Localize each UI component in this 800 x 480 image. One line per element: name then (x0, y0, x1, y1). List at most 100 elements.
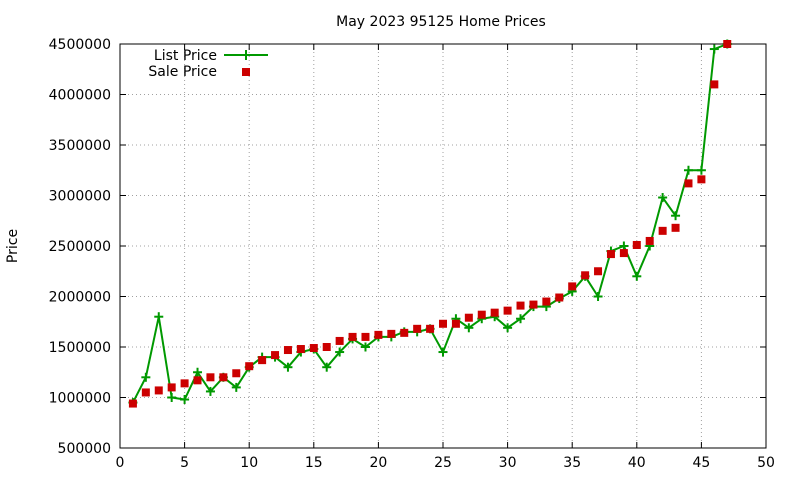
sale-price-point (154, 386, 163, 395)
sale-price-point (167, 383, 176, 392)
x-tick-label: 25 (434, 455, 452, 471)
sale-price-point (632, 240, 641, 249)
y-tick-label: 2500000 (49, 239, 111, 255)
list-price-point (516, 314, 526, 324)
list-price-point (632, 271, 642, 281)
y-axis-label: Price (5, 229, 21, 263)
legend-label-list-price: List Price (154, 48, 217, 64)
list-price-point (503, 323, 513, 333)
x-tick-label: 40 (628, 455, 646, 471)
sale-price-point (400, 328, 409, 337)
series-line-list-price (132, 43, 728, 404)
sale-price-point (439, 319, 447, 328)
list-price-point (696, 165, 706, 175)
x-tick-label: 10 (240, 455, 258, 471)
legend-label-sale-price: Sale Price (148, 64, 217, 80)
legend-marker-sale-price (242, 68, 250, 76)
x-tick-label: 35 (563, 455, 581, 471)
legend-marker-list-price (241, 50, 251, 60)
x-tick-label: 5 (180, 455, 189, 471)
sale-price-point (206, 373, 215, 382)
list-price-point (593, 292, 603, 301)
y-tick-label: 1500000 (49, 340, 111, 356)
sale-price-point (477, 310, 486, 319)
list-price-point (141, 372, 151, 382)
list-price-point (658, 193, 668, 203)
list-price-point (322, 362, 332, 372)
sale-price-point (245, 362, 254, 371)
sale-price-point (542, 297, 551, 306)
sale-price-point (606, 250, 615, 259)
sale-price-point (258, 356, 267, 365)
chart-title: May 2023 95125 Home Prices (336, 14, 546, 30)
sale-price-point (710, 80, 719, 89)
list-price-point (205, 386, 215, 396)
x-tick-label: 0 (116, 455, 125, 471)
list-price-point (619, 241, 629, 251)
sale-price-point (374, 330, 383, 339)
y-tick-label: 1000000 (49, 391, 111, 407)
list-price-point (193, 367, 203, 377)
y-tick-label: 500000 (58, 441, 111, 457)
list-price-point (167, 393, 177, 402)
x-tick-label: 45 (692, 455, 710, 471)
x-tick-label: 30 (499, 455, 517, 471)
sale-price-point (516, 301, 525, 310)
x-tick-label: 15 (305, 455, 323, 471)
sale-price-point (697, 175, 706, 184)
sale-price-point (529, 300, 538, 309)
x-tick-label: 20 (369, 455, 387, 471)
sale-price-point (387, 329, 396, 338)
sale-price-point (271, 351, 280, 360)
sale-price-point (335, 336, 344, 345)
sale-price-point (723, 40, 732, 48)
sale-price-point (581, 271, 590, 280)
sale-price-point (464, 313, 473, 322)
sale-price-point (309, 344, 318, 353)
list-price-point (154, 312, 164, 322)
list-price-point (180, 395, 190, 405)
y-tick-label: 2000000 (49, 290, 111, 306)
list-price-point (438, 347, 448, 357)
sale-price-point (141, 388, 150, 397)
list-price-point (709, 44, 719, 54)
sale-price-point (594, 267, 603, 276)
sale-price-point (555, 293, 564, 302)
sale-price-point (451, 319, 460, 328)
sale-price-point (296, 345, 305, 354)
sale-price-point (658, 226, 667, 235)
sale-price-point (413, 324, 422, 333)
sale-price-point (232, 369, 241, 378)
grid (120, 44, 766, 448)
sale-price-point (283, 346, 292, 355)
sale-price-point (348, 332, 357, 341)
axes: 0 5 10 15 20 25 30 35 40 45 50 500000 1000000 1500000… (49, 37, 775, 471)
list-price-point (360, 342, 370, 352)
sale-price-point (361, 332, 370, 341)
y-tick-label: 3500000 (49, 138, 111, 154)
sale-price-point (671, 223, 680, 232)
y-tick-label: 3000000 (49, 189, 111, 205)
list-price-point (283, 362, 293, 372)
sale-price-point (180, 379, 189, 388)
y-tick-label: 4000000 (49, 88, 111, 104)
list-price-point (335, 347, 345, 357)
sale-price-point (684, 179, 693, 188)
list-price-point (464, 323, 474, 333)
list-price-point (231, 382, 241, 392)
list-price-point (683, 165, 693, 175)
sale-price-point (619, 249, 628, 258)
sale-price-point (193, 376, 202, 385)
sale-price-point (503, 306, 512, 315)
sale-price-point (219, 373, 228, 382)
series (128, 39, 732, 408)
sale-price-point (426, 324, 435, 333)
sale-price-point (568, 282, 577, 291)
list-price-point (671, 211, 681, 221)
y-tick-label: 4500000 (49, 37, 111, 53)
legend: List Price Sale Price (148, 48, 268, 80)
sale-price-point (128, 399, 137, 408)
sale-price-point (322, 343, 331, 351)
sale-price-point (645, 236, 654, 245)
